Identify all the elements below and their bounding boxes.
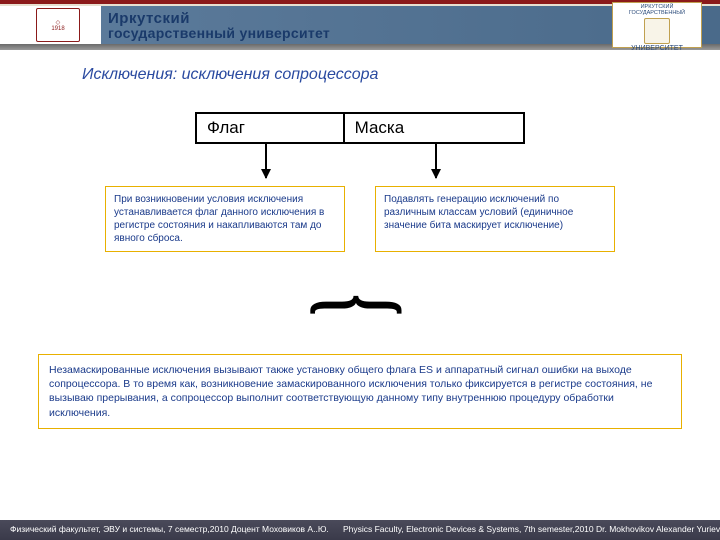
university-title: Иркутский государственный университет [108, 11, 330, 40]
slide-content: Исключения: исключения сопроцессора Флаг… [0, 52, 720, 492]
uni-line1: Иркутский [108, 11, 330, 26]
footer-right: Physics Faculty, Electronic Devices & Sy… [343, 524, 720, 534]
uni-label: УНИВЕРСИТЕТ [613, 45, 701, 52]
top-small: ИРКУТСКИЙ ГОСУДАРСТВЕННЫЙ [613, 3, 701, 16]
mask-description-box: Подавлять генерацию исключений по различ… [375, 186, 615, 252]
arrow-down-icon [265, 144, 267, 178]
university-seal-icon: ◇1918 [36, 8, 80, 42]
slide-title: Исключения: исключения сопроцессора [82, 66, 688, 84]
cell-flag: Флаг [196, 113, 344, 143]
table-row: Флаг Маска [196, 113, 524, 143]
slide-header: ◇1918 Иркутский государственный универси… [0, 0, 720, 52]
header-main: ◇1918 Иркутский государственный универси… [0, 6, 720, 44]
flag-description-box: При возникновении условия исключения уст… [105, 186, 345, 252]
flag-mask-table: Флаг Маска [195, 112, 525, 144]
uni-line2: государственный университет [108, 26, 330, 40]
brace-icon: { [325, 141, 395, 469]
slide-footer: Физический факультет, ЭВУ и системы, 7 с… [0, 520, 720, 540]
cell-mask: Маска [344, 113, 524, 143]
header-right-badge: ИРКУТСКИЙ ГОСУДАРСТВЕННЫЙ УНИВЕРСИТЕТ [612, 2, 702, 48]
footer-left: Физический факультет, ЭВУ и системы, 7 с… [10, 524, 329, 534]
arrow-down-icon [435, 144, 437, 178]
crest-icon [644, 18, 670, 44]
